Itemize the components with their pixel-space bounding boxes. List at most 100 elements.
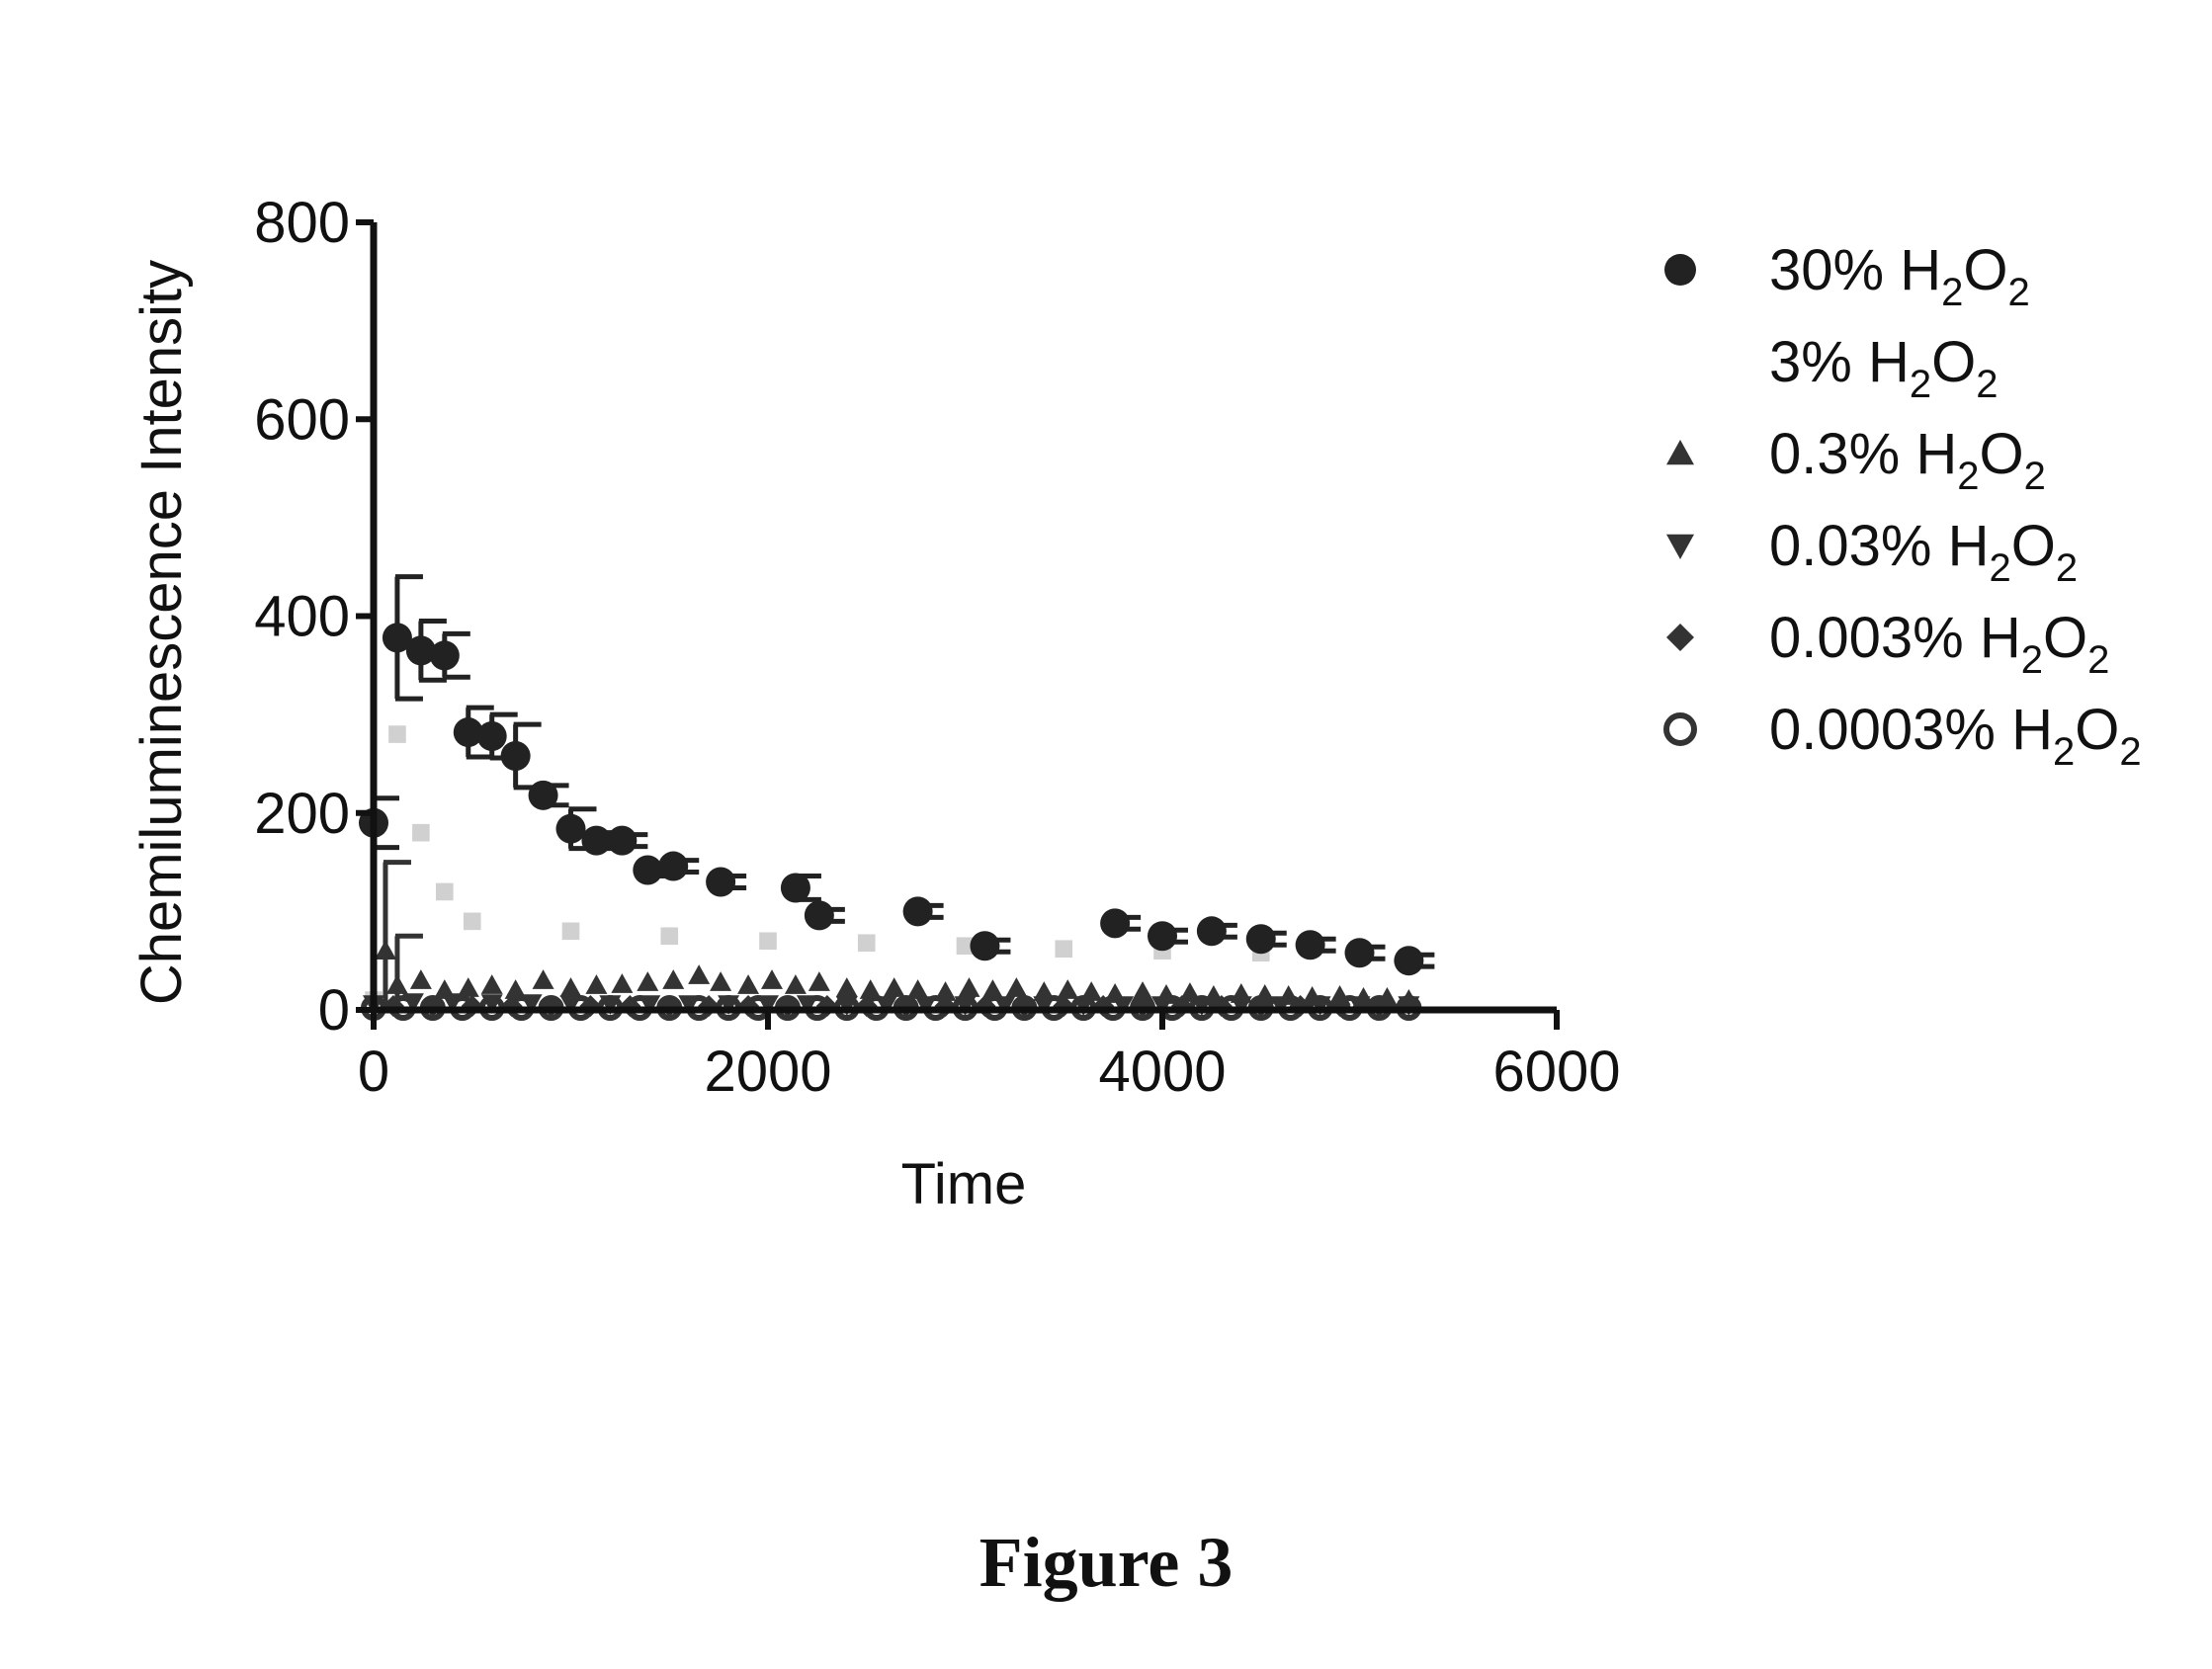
data-point bbox=[458, 977, 479, 997]
legend-entry: 0.003% H2O2 bbox=[1666, 606, 2109, 682]
data-point bbox=[884, 977, 905, 997]
data-point bbox=[935, 981, 957, 1001]
data-point bbox=[688, 964, 710, 984]
legend-label-main: 0.0003% H bbox=[1769, 698, 2053, 762]
legend-marker bbox=[1666, 624, 1694, 651]
data-point bbox=[1278, 985, 1300, 1005]
y-tick-label: 200 bbox=[254, 782, 350, 846]
y-tick-label: 600 bbox=[254, 387, 350, 452]
legend-label-main: 0.3% H bbox=[1769, 422, 1957, 486]
data-point bbox=[903, 896, 933, 926]
data-point bbox=[633, 856, 662, 885]
data-point bbox=[1104, 983, 1126, 1003]
legend-label: 0.0003% H2O2 bbox=[1769, 698, 2142, 774]
data-point bbox=[808, 971, 830, 991]
legend-label: 30% H2O2 bbox=[1769, 238, 2030, 314]
legend-label-sub: 2 bbox=[2056, 546, 2078, 590]
data-point bbox=[637, 971, 658, 991]
x-tick-label: 0 bbox=[358, 1040, 389, 1104]
legend-entry: 0.0003% H2O2 bbox=[1666, 698, 2142, 774]
data-point bbox=[375, 940, 396, 960]
legend-label-mid: O bbox=[2043, 606, 2087, 670]
legend-label: 3% H2O2 bbox=[1769, 330, 1998, 406]
data-point bbox=[611, 973, 633, 993]
data-point bbox=[759, 932, 777, 950]
data-point bbox=[805, 900, 834, 930]
data-point bbox=[1197, 916, 1227, 946]
data-point bbox=[836, 977, 858, 997]
data-point bbox=[706, 867, 735, 896]
data-point bbox=[477, 721, 507, 751]
legend-entry: 0.03% H2O2 bbox=[1666, 514, 2078, 590]
legend-label-sub: 2 bbox=[2053, 730, 2075, 774]
data-point bbox=[464, 913, 481, 931]
legend-label-sub: 2 bbox=[1941, 271, 1963, 314]
y-axis-title: Chemiluminescence Intensity bbox=[129, 260, 194, 1005]
data-point bbox=[505, 979, 527, 999]
data-point bbox=[436, 883, 454, 901]
data-point bbox=[1345, 938, 1375, 967]
data-point bbox=[607, 826, 637, 856]
data-point bbox=[1179, 982, 1201, 1002]
data-point bbox=[434, 979, 456, 999]
data-point bbox=[430, 640, 460, 670]
x-axis-title: Time bbox=[901, 1152, 1027, 1216]
data-point bbox=[481, 974, 503, 994]
data-point bbox=[761, 969, 783, 989]
data-point bbox=[781, 873, 810, 902]
legend-marker bbox=[1666, 440, 1694, 464]
data-point bbox=[958, 977, 979, 997]
legend-label: 0.3% H2O2 bbox=[1769, 422, 2046, 498]
data-point bbox=[1329, 985, 1351, 1005]
legend-label-mid: O bbox=[1979, 422, 2023, 486]
data-point bbox=[660, 927, 678, 945]
legend: 30% H2O23% H2O20.3% H2O20.03% H2O20.003%… bbox=[1664, 238, 2142, 774]
legend-label-mid: O bbox=[1931, 330, 1976, 394]
y-tick-label: 800 bbox=[254, 191, 350, 255]
y-tick-label: 400 bbox=[254, 585, 350, 649]
legend-label-main: 0.003% H bbox=[1769, 606, 2021, 670]
legend-label-main: 3% H bbox=[1769, 330, 1910, 394]
legend-entry: 3% H2O2 bbox=[1769, 330, 1998, 406]
data-point bbox=[907, 979, 929, 999]
x-tick-label: 2000 bbox=[704, 1040, 831, 1104]
legend-label-sub: 2 bbox=[2024, 455, 2046, 498]
legend-marker bbox=[1664, 254, 1696, 286]
data-point bbox=[1055, 940, 1072, 958]
data-point bbox=[737, 974, 759, 994]
data-point bbox=[1033, 981, 1055, 1001]
data-point bbox=[562, 923, 580, 941]
data-point bbox=[1057, 979, 1078, 999]
legend-marker bbox=[1666, 535, 1694, 559]
data-point bbox=[1080, 981, 1102, 1001]
data-point bbox=[1296, 930, 1325, 960]
figure-caption: Figure 3 bbox=[0, 1522, 2212, 1604]
data-point bbox=[529, 781, 558, 810]
data-point bbox=[585, 974, 607, 994]
data-point bbox=[1246, 924, 1276, 954]
legend-label-sub: 2 bbox=[2007, 271, 2029, 314]
data-point bbox=[1132, 981, 1153, 1001]
legend-marker bbox=[1666, 715, 1694, 743]
data-point bbox=[386, 974, 408, 994]
axes bbox=[356, 222, 1557, 1030]
x-tick-label: 4000 bbox=[1098, 1040, 1226, 1104]
legend-label-mid: O bbox=[2075, 698, 2119, 762]
y-tick-label: 0 bbox=[318, 978, 350, 1043]
data-point bbox=[501, 741, 531, 771]
legend-label-sub: 2 bbox=[2119, 730, 2141, 774]
legend-label-sub: 2 bbox=[2087, 638, 2109, 682]
legend-label-main: 30% H bbox=[1769, 238, 1941, 302]
data-point bbox=[981, 979, 1003, 999]
data-point bbox=[1203, 985, 1225, 1005]
data-point bbox=[1155, 984, 1177, 1004]
data-point bbox=[1254, 984, 1276, 1004]
legend-label: 0.003% H2O2 bbox=[1769, 606, 2109, 682]
legend-label-sub: 2 bbox=[1910, 363, 1931, 406]
data-point bbox=[1231, 983, 1252, 1003]
data-point bbox=[388, 725, 406, 743]
data-points bbox=[359, 623, 1423, 1018]
data-point bbox=[556, 814, 586, 844]
data-point bbox=[533, 969, 554, 989]
